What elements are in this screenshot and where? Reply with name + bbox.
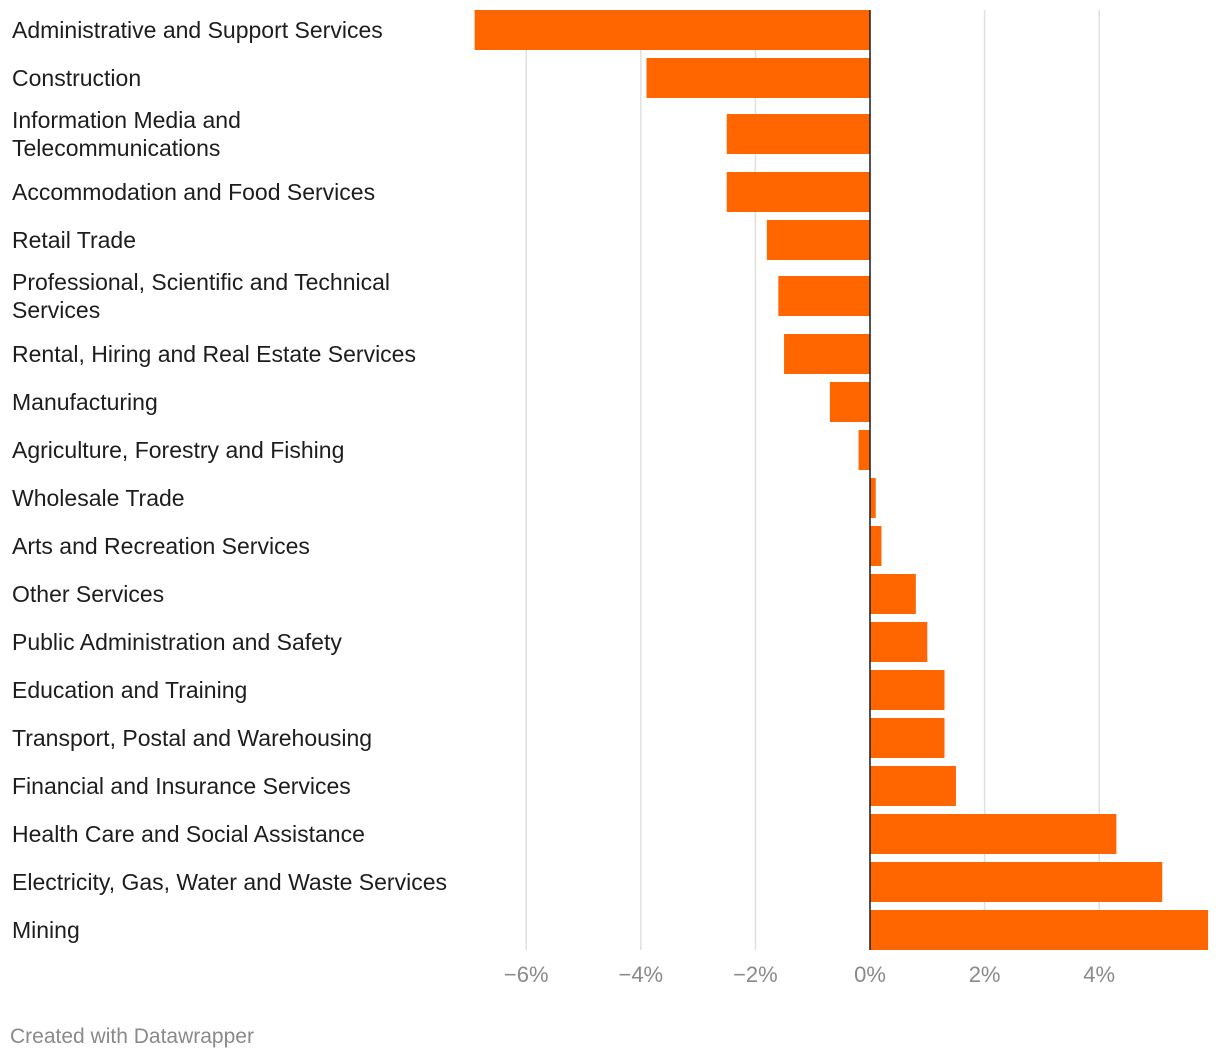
category-labels: Administrative and Support Services Const… xyxy=(12,17,447,943)
bar xyxy=(870,478,876,518)
category-label: Construction xyxy=(12,65,141,91)
x-tick-label: 2% xyxy=(969,962,1001,987)
category-label-line: Health Care and Social Assistance xyxy=(12,821,365,847)
category-label-line: Administrative and Support Services xyxy=(12,17,383,43)
bar xyxy=(870,910,1209,950)
category-label: Professional, Scientific and Technical Se… xyxy=(12,269,390,323)
category-label: Information Media and Telecommunications xyxy=(12,107,241,161)
x-tick-label: 4% xyxy=(1083,962,1115,987)
category-label-line: Rental, Hiring and Real Estate Services xyxy=(12,341,416,367)
category-label: Wholesale Trade xyxy=(12,485,185,511)
category-label: Financial and Insurance Services xyxy=(12,773,351,799)
category-label-line: Other Services xyxy=(12,581,164,607)
category-label: Other Services xyxy=(12,581,164,607)
category-label: Agriculture, Forestry and Fishing xyxy=(12,437,344,463)
bar-chart: Administrative and Support Services Const… xyxy=(12,10,1209,987)
bar xyxy=(778,276,870,316)
gridlines xyxy=(525,10,1100,950)
category-label-line: Construction xyxy=(12,65,141,91)
category-label-line: Financial and Insurance Services xyxy=(12,773,351,799)
bar xyxy=(870,526,882,566)
bar xyxy=(829,382,870,422)
category-label: Rental, Hiring and Real Estate Services xyxy=(12,341,416,367)
category-label-line: Wholesale Trade xyxy=(12,485,185,511)
category-label-line: Information Media and xyxy=(12,107,241,133)
bar xyxy=(726,172,870,212)
x-tick-label: −4% xyxy=(618,962,663,987)
bar xyxy=(870,622,928,662)
category-label: Arts and Recreation Services xyxy=(12,533,310,559)
bar xyxy=(474,10,870,50)
category-label-line: Professional, Scientific and Technical xyxy=(12,269,390,295)
category-label: Administrative and Support Services xyxy=(12,17,383,43)
x-tick-label: −2% xyxy=(733,962,778,987)
bar xyxy=(870,574,916,614)
category-label-line: Services xyxy=(12,297,100,323)
category-label-line: Accommodation and Food Services xyxy=(12,179,375,205)
category-label-line: Arts and Recreation Services xyxy=(12,533,310,559)
category-label-line: Telecommunications xyxy=(12,135,220,161)
category-label: Accommodation and Food Services xyxy=(12,179,375,205)
bar xyxy=(870,814,1117,854)
x-tick-label: −6% xyxy=(504,962,549,987)
x-axis-ticks: −6% −4% −2% 0% 2% 4% xyxy=(504,962,1115,987)
bar xyxy=(646,58,870,98)
bar xyxy=(870,766,956,806)
bar xyxy=(784,334,870,374)
x-tick-label: 0% xyxy=(854,962,886,987)
category-label: Retail Trade xyxy=(12,227,136,253)
category-label-line: Agriculture, Forestry and Fishing xyxy=(12,437,344,463)
bar xyxy=(766,220,870,260)
bar xyxy=(870,718,945,758)
category-label-line: Transport, Postal and Warehousing xyxy=(12,725,372,751)
bars xyxy=(474,10,1209,950)
category-label-line: Manufacturing xyxy=(12,389,158,415)
category-label-line: Mining xyxy=(12,917,80,943)
bar xyxy=(870,670,945,710)
category-label: Manufacturing xyxy=(12,389,158,415)
category-label-line: Public Administration and Safety xyxy=(12,629,342,655)
category-label: Education and Training xyxy=(12,677,247,703)
category-label-line: Retail Trade xyxy=(12,227,136,253)
category-label: Electricity, Gas, Water and Waste Servic… xyxy=(12,869,447,895)
bar xyxy=(858,430,870,470)
category-label: Public Administration and Safety xyxy=(12,629,342,655)
category-label-line: Electricity, Gas, Water and Waste Servic… xyxy=(12,869,447,895)
bar xyxy=(870,862,1163,902)
credit-text: Created with Datawrapper xyxy=(10,1025,254,1048)
category-label: Mining xyxy=(12,917,80,943)
category-label: Health Care and Social Assistance xyxy=(12,821,365,847)
category-label-line: Education and Training xyxy=(12,677,247,703)
bar xyxy=(726,114,870,154)
category-label: Transport, Postal and Warehousing xyxy=(12,725,372,751)
